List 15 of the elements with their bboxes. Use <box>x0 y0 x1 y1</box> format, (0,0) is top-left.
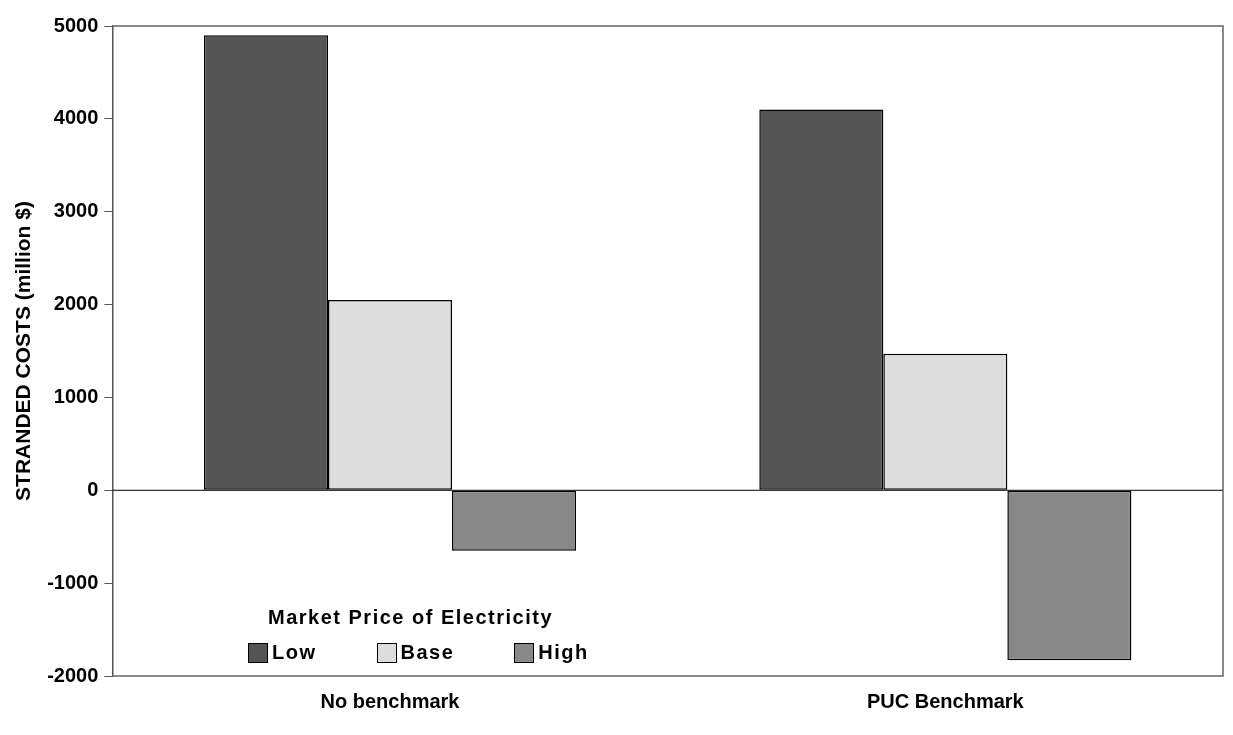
y-tick-label: -1000 <box>47 570 99 593</box>
y-tick-label: 1000 <box>53 384 99 407</box>
legend-label: Base <box>400 641 455 664</box>
y-tick-label: -2000 <box>47 663 99 686</box>
y-tick-label: 5000 <box>53 13 99 36</box>
y-tick-label: 2000 <box>53 292 99 315</box>
y-tick-label: 0 <box>87 477 99 500</box>
x-tick-label: PUC Benchmark <box>866 689 1025 712</box>
legend-title: Market Price of Electricity <box>268 606 555 629</box>
y-tick-label: 4000 <box>53 106 99 129</box>
x-tick-label: No benchmark <box>320 689 461 712</box>
legend-label: High <box>538 641 589 664</box>
y-axis-title: STRANDED COSTS (million $) <box>11 201 35 501</box>
legend-label: Low <box>272 641 317 664</box>
y-tick-label: 3000 <box>53 199 99 222</box>
